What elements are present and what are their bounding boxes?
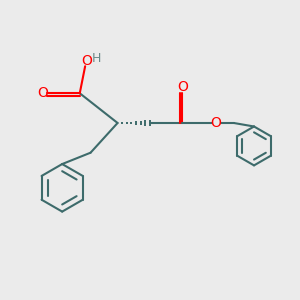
Text: O: O [81,54,92,68]
Text: O: O [211,116,221,130]
Text: O: O [37,86,48,100]
Text: H: H [92,52,101,65]
Text: O: O [177,80,188,94]
